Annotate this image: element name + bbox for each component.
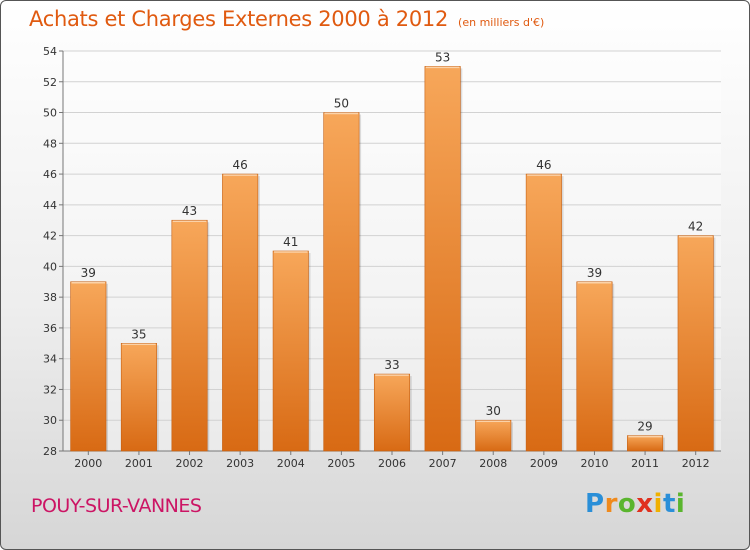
y-tick-label: 52 bbox=[43, 76, 57, 89]
x-tick-label: 2011 bbox=[631, 457, 659, 470]
bar bbox=[475, 419, 512, 452]
data-label: 43 bbox=[182, 204, 197, 218]
brand-letter: r bbox=[604, 489, 618, 519]
y-tick-label: 48 bbox=[43, 137, 57, 150]
bar bbox=[627, 435, 664, 452]
bar bbox=[272, 250, 309, 452]
y-tick-label: 44 bbox=[43, 199, 57, 212]
bar bbox=[677, 235, 714, 452]
bar bbox=[120, 343, 157, 452]
data-label: 50 bbox=[334, 97, 349, 111]
y-tick-label: 30 bbox=[43, 414, 57, 427]
data-label: 41 bbox=[283, 235, 298, 249]
x-tick-label: 2008 bbox=[479, 457, 507, 470]
data-label: 39 bbox=[587, 266, 602, 280]
data-label: 42 bbox=[688, 220, 703, 234]
chart-unit: (en milliers d'€) bbox=[458, 16, 545, 29]
bar bbox=[525, 173, 562, 452]
bar bbox=[222, 173, 259, 452]
x-tick-label: 2006 bbox=[378, 457, 406, 470]
data-label: 46 bbox=[233, 158, 248, 172]
data-label: 30 bbox=[486, 404, 501, 418]
x-tick-label: 2004 bbox=[277, 457, 305, 470]
y-tick-label: 42 bbox=[43, 230, 57, 243]
brand-letter: i bbox=[653, 489, 663, 519]
bar bbox=[70, 281, 107, 452]
y-tick-label: 38 bbox=[43, 291, 57, 304]
x-tick-label: 2010 bbox=[580, 457, 608, 470]
data-label: 33 bbox=[384, 358, 399, 372]
brand-letter: t bbox=[662, 489, 676, 519]
bar bbox=[373, 373, 411, 452]
x-tick-label: 2009 bbox=[530, 457, 558, 470]
data-label: 39 bbox=[81, 266, 96, 280]
bar bbox=[576, 281, 613, 452]
x-tick-label: 2003 bbox=[226, 457, 254, 470]
bar bbox=[171, 219, 208, 452]
y-tick-label: 50 bbox=[43, 107, 57, 120]
x-tick-label: 2002 bbox=[176, 457, 204, 470]
y-tick-label: 34 bbox=[43, 353, 57, 366]
data-label: 35 bbox=[131, 327, 146, 341]
place-name: POUY-SUR-VANNES bbox=[31, 495, 202, 517]
x-tick-label: 2000 bbox=[74, 457, 102, 470]
bar bbox=[323, 112, 360, 452]
chart-title: Achats et Charges Externes 2000 à 2012 (e… bbox=[29, 7, 544, 31]
y-tick-label: 40 bbox=[43, 260, 57, 273]
y-tick-label: 28 bbox=[43, 445, 57, 458]
brand-letter: i bbox=[675, 489, 686, 519]
y-tick-label: 54 bbox=[43, 45, 57, 58]
y-tick-label: 36 bbox=[43, 322, 57, 335]
y-tick-label: 32 bbox=[43, 383, 57, 396]
data-label: 46 bbox=[536, 158, 551, 172]
brand-letter: x bbox=[636, 489, 654, 519]
x-tick-label: 2012 bbox=[682, 457, 710, 470]
chart-title-text: Achats et Charges Externes 2000 à 2012 bbox=[29, 7, 449, 31]
x-tick-label: 2005 bbox=[327, 457, 355, 470]
x-tick-label: 2007 bbox=[429, 457, 457, 470]
data-label: 53 bbox=[435, 50, 450, 64]
data-label: 29 bbox=[637, 420, 652, 434]
brand-letter: o bbox=[617, 489, 637, 519]
y-tick-label: 46 bbox=[43, 168, 57, 181]
brand-logo: Proxiti bbox=[585, 489, 685, 519]
bar bbox=[424, 66, 461, 452]
x-tick-label: 2001 bbox=[125, 457, 153, 470]
brand-letter: P bbox=[585, 489, 605, 519]
